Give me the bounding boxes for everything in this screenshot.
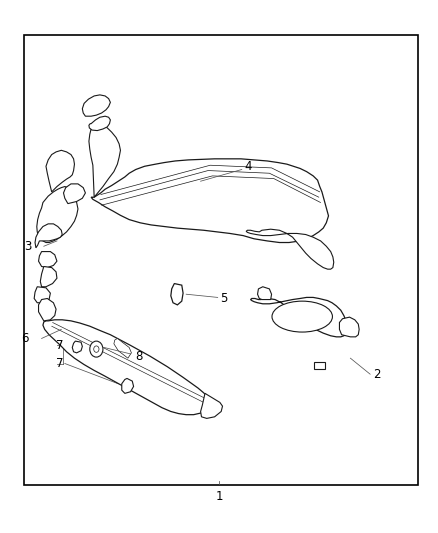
Polygon shape	[258, 287, 272, 300]
Text: 4: 4	[244, 160, 252, 173]
Polygon shape	[171, 284, 183, 305]
Polygon shape	[82, 95, 110, 116]
Polygon shape	[339, 317, 359, 337]
Text: 3: 3	[25, 240, 32, 253]
Polygon shape	[39, 252, 57, 268]
Text: 7: 7	[56, 357, 64, 370]
Polygon shape	[34, 287, 50, 303]
Text: 2: 2	[373, 368, 381, 381]
Polygon shape	[122, 378, 134, 393]
Polygon shape	[314, 362, 325, 369]
Polygon shape	[251, 297, 347, 337]
Polygon shape	[35, 224, 62, 248]
Polygon shape	[43, 320, 211, 415]
Polygon shape	[72, 341, 82, 353]
Text: 6: 6	[21, 332, 28, 345]
Text: 1: 1	[215, 490, 223, 503]
Circle shape	[90, 341, 103, 357]
Polygon shape	[89, 116, 110, 131]
Polygon shape	[40, 266, 57, 287]
Circle shape	[94, 346, 99, 352]
Polygon shape	[91, 159, 328, 243]
Polygon shape	[46, 150, 74, 192]
Text: 7: 7	[56, 339, 64, 352]
Ellipse shape	[272, 301, 332, 332]
Text: 5: 5	[220, 292, 227, 305]
Polygon shape	[201, 393, 223, 418]
Polygon shape	[246, 229, 334, 269]
Polygon shape	[114, 338, 131, 358]
Polygon shape	[64, 184, 85, 204]
Text: 8: 8	[135, 350, 142, 362]
Polygon shape	[89, 124, 120, 197]
Polygon shape	[37, 187, 78, 243]
Polygon shape	[39, 298, 56, 321]
Bar	[24, 35, 418, 485]
